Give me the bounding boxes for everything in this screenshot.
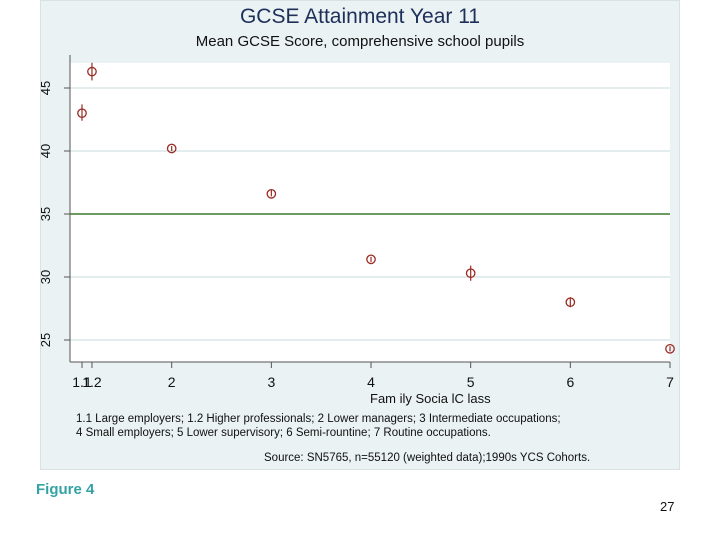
x-tick-label: 6 (566, 374, 574, 390)
data-point (465, 268, 476, 279)
x-tick-label: 4 (367, 374, 375, 390)
y-tick-label: 35 (38, 207, 53, 221)
data-point (665, 343, 675, 354)
x-tick-label: 1.1 (72, 374, 92, 390)
x-tick-label: 1.2 (82, 374, 102, 390)
x-tick-label: 5 (467, 374, 475, 390)
chart-title: GCSE Attainment Year 11 (239, 5, 481, 28)
chart-subtitle: Mean GCSE Score, comprehensive school pu… (195, 33, 525, 50)
figure-label: Figure 4 (36, 481, 95, 498)
y-tick-label: 25 (38, 333, 53, 347)
plot-area (70, 63, 670, 362)
data-point (87, 66, 97, 77)
data-point (266, 188, 277, 199)
x-tick-label: 7 (666, 374, 674, 390)
x-tick-label: 3 (267, 374, 275, 390)
note-line-2: 4 Small employers; 5 Lower supervisory; … (76, 427, 491, 439)
y-tick-label: 40 (38, 144, 53, 158)
page-number: 27 (660, 499, 675, 514)
data-point (166, 143, 177, 154)
x-tick-label: 2 (168, 374, 176, 390)
source-note: Source: SN5765, n=55120 (weighted data);… (264, 452, 591, 464)
data-point (366, 254, 376, 265)
data-point (77, 108, 87, 119)
y-tick-label: 30 (38, 270, 53, 284)
note-line-1: 1.1 Large employers; 1.2 Higher professi… (76, 413, 561, 425)
x-axis-label: Fam ily Socia lC lass (370, 391, 491, 406)
y-tick-label: 45 (38, 81, 53, 95)
data-point (565, 297, 576, 308)
